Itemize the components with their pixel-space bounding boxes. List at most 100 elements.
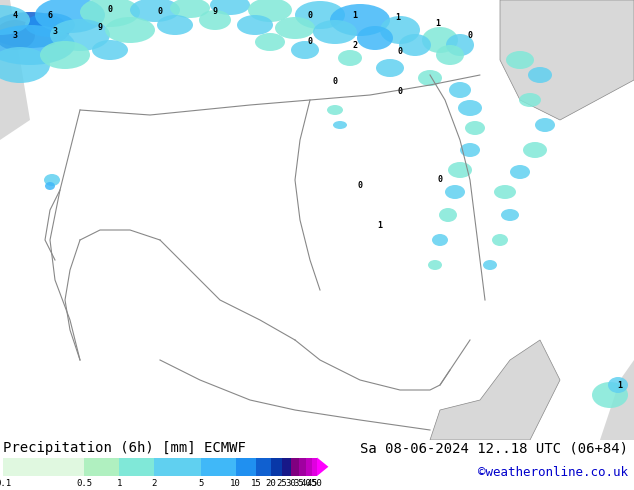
Ellipse shape bbox=[448, 162, 472, 178]
Polygon shape bbox=[430, 340, 560, 440]
Text: 3: 3 bbox=[13, 30, 18, 40]
Text: 15: 15 bbox=[251, 479, 262, 488]
Ellipse shape bbox=[422, 27, 458, 53]
Text: 35: 35 bbox=[294, 479, 304, 488]
Ellipse shape bbox=[50, 19, 110, 51]
Text: 3: 3 bbox=[53, 27, 58, 36]
Text: 0: 0 bbox=[108, 5, 112, 15]
Ellipse shape bbox=[399, 34, 431, 56]
Bar bbox=[312, 458, 317, 476]
Ellipse shape bbox=[458, 100, 482, 116]
Text: 20: 20 bbox=[266, 479, 276, 488]
Ellipse shape bbox=[449, 82, 471, 98]
Ellipse shape bbox=[44, 174, 60, 186]
Text: 0: 0 bbox=[467, 30, 472, 40]
Bar bbox=[201, 458, 236, 476]
Text: 9: 9 bbox=[212, 7, 217, 17]
Ellipse shape bbox=[295, 1, 345, 29]
Ellipse shape bbox=[445, 185, 465, 199]
Bar bbox=[84, 458, 119, 476]
Text: 0.1: 0.1 bbox=[0, 479, 11, 488]
Ellipse shape bbox=[40, 41, 90, 69]
Ellipse shape bbox=[501, 209, 519, 221]
Ellipse shape bbox=[25, 13, 75, 37]
Ellipse shape bbox=[483, 260, 497, 270]
Ellipse shape bbox=[460, 143, 480, 157]
Polygon shape bbox=[317, 458, 328, 476]
Bar bbox=[271, 458, 282, 476]
Ellipse shape bbox=[439, 208, 457, 222]
Ellipse shape bbox=[0, 47, 50, 83]
Text: Precipitation (6h) [mm] ECMWF: Precipitation (6h) [mm] ECMWF bbox=[3, 441, 246, 455]
Polygon shape bbox=[500, 0, 634, 120]
Ellipse shape bbox=[291, 41, 319, 59]
Text: 50: 50 bbox=[312, 479, 322, 488]
Text: 0: 0 bbox=[307, 10, 313, 20]
Text: 0: 0 bbox=[307, 38, 313, 47]
Ellipse shape bbox=[357, 26, 393, 50]
Ellipse shape bbox=[199, 10, 231, 30]
Ellipse shape bbox=[436, 45, 464, 65]
Text: 9: 9 bbox=[98, 24, 103, 32]
Text: 1: 1 bbox=[117, 479, 122, 488]
Text: 0: 0 bbox=[398, 88, 403, 97]
Ellipse shape bbox=[519, 93, 541, 107]
Ellipse shape bbox=[535, 118, 555, 132]
Ellipse shape bbox=[248, 0, 292, 22]
Ellipse shape bbox=[494, 185, 516, 199]
Bar bbox=[291, 458, 299, 476]
Text: 30: 30 bbox=[286, 479, 297, 488]
Text: 0: 0 bbox=[157, 7, 162, 17]
Ellipse shape bbox=[210, 0, 250, 15]
Text: 2: 2 bbox=[353, 41, 358, 49]
Text: 40: 40 bbox=[301, 479, 311, 488]
Ellipse shape bbox=[523, 142, 547, 158]
Bar bbox=[119, 458, 155, 476]
Ellipse shape bbox=[608, 377, 628, 393]
Text: 1: 1 bbox=[377, 220, 382, 229]
Text: Sa 08-06-2024 12..18 UTC (06+84): Sa 08-06-2024 12..18 UTC (06+84) bbox=[359, 441, 628, 455]
Ellipse shape bbox=[338, 50, 362, 66]
Bar bbox=[3, 458, 84, 476]
Text: 4: 4 bbox=[13, 10, 18, 20]
Polygon shape bbox=[600, 360, 634, 440]
Text: 10: 10 bbox=[230, 479, 241, 488]
Text: 0: 0 bbox=[398, 48, 403, 56]
Polygon shape bbox=[0, 0, 30, 140]
Ellipse shape bbox=[157, 15, 193, 35]
Text: 1: 1 bbox=[618, 381, 623, 390]
Ellipse shape bbox=[428, 260, 442, 270]
Text: 1: 1 bbox=[353, 10, 358, 20]
Ellipse shape bbox=[170, 0, 210, 18]
Ellipse shape bbox=[0, 20, 35, 50]
Ellipse shape bbox=[333, 121, 347, 129]
Text: 6: 6 bbox=[48, 10, 53, 20]
Text: 0: 0 bbox=[332, 77, 337, 87]
Ellipse shape bbox=[275, 17, 315, 39]
Ellipse shape bbox=[0, 12, 70, 48]
Ellipse shape bbox=[592, 382, 628, 408]
Text: 1: 1 bbox=[436, 20, 441, 28]
Ellipse shape bbox=[327, 105, 343, 115]
Text: 2: 2 bbox=[152, 479, 157, 488]
Ellipse shape bbox=[92, 40, 128, 60]
Ellipse shape bbox=[465, 121, 485, 135]
Bar bbox=[236, 458, 256, 476]
Ellipse shape bbox=[0, 25, 75, 65]
Text: 0: 0 bbox=[358, 180, 363, 190]
Ellipse shape bbox=[130, 0, 180, 22]
Text: 25: 25 bbox=[276, 479, 287, 488]
Text: 45: 45 bbox=[306, 479, 317, 488]
Text: 1: 1 bbox=[396, 14, 401, 23]
Ellipse shape bbox=[45, 182, 55, 190]
Text: 0.5: 0.5 bbox=[76, 479, 93, 488]
Ellipse shape bbox=[255, 33, 285, 51]
Bar bbox=[299, 458, 306, 476]
Ellipse shape bbox=[237, 15, 273, 35]
Ellipse shape bbox=[313, 20, 357, 44]
Text: 0: 0 bbox=[437, 175, 443, 185]
Bar bbox=[306, 458, 312, 476]
Bar bbox=[155, 458, 201, 476]
Text: ©weatheronline.co.uk: ©weatheronline.co.uk bbox=[477, 466, 628, 479]
Ellipse shape bbox=[80, 0, 140, 27]
